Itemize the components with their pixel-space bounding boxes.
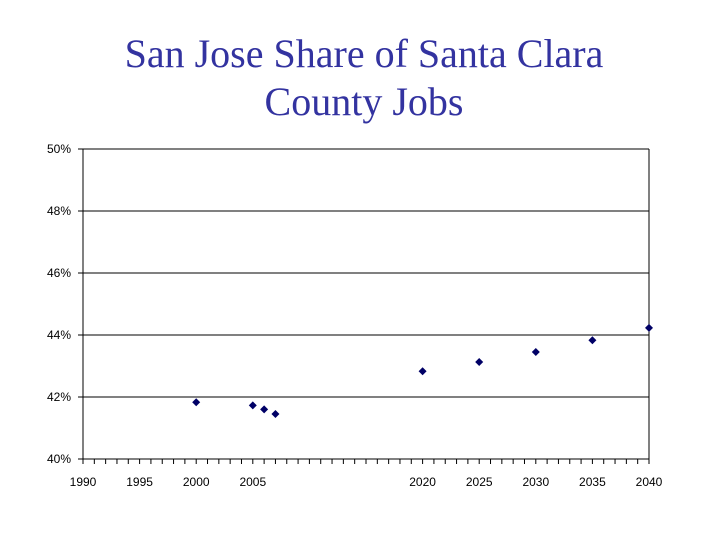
y-tick-labels: 40% 42% 44% 46% 48% 50% — [47, 142, 71, 466]
y-tick-label-2: 44% — [47, 328, 71, 342]
y-tick-label-0: 40% — [47, 452, 71, 466]
data-point-2006 — [260, 405, 269, 414]
y-tick-label-5: 50% — [47, 142, 71, 156]
gridlines — [83, 148, 649, 398]
chart-title: San Jose Share of Santa Clara County Job… — [0, 30, 728, 126]
data-point-2035 — [588, 336, 597, 345]
x-tick-label-1995: 1995 — [126, 475, 153, 489]
x-tick-labels: 1990 1995 2000 2005 2020 2025 2030 2035 2040 — [70, 475, 663, 489]
chart-title-line-1: San Jose Share of Santa Clara — [124, 31, 604, 76]
data-point-2025 — [475, 357, 484, 366]
data-point-2030 — [531, 348, 540, 357]
x-tick-label-2020: 2020 — [409, 475, 436, 489]
x-tick-label-1990: 1990 — [70, 475, 97, 489]
x-tick-label-2035: 2035 — [579, 475, 606, 489]
x-tick-label-2030: 2030 — [522, 475, 549, 489]
x-tick-label-2040: 2040 — [636, 475, 663, 489]
data-point-2040 — [645, 323, 653, 332]
chart-title-line-2: County Jobs — [264, 79, 464, 124]
y-tick-label-1: 42% — [47, 390, 71, 404]
data-point-2007 — [271, 410, 280, 419]
axes — [78, 148, 650, 464]
data-point-2000 — [192, 398, 201, 407]
y-tick-label-3: 46% — [47, 266, 71, 280]
x-tick-label-2025: 2025 — [466, 475, 493, 489]
data-point-2020 — [418, 367, 427, 376]
x-tick-label-2000: 2000 — [183, 475, 210, 489]
x-tick-label-2005: 2005 — [239, 475, 266, 489]
y-tick-label-4: 48% — [47, 204, 71, 218]
data-point-2005 — [248, 401, 257, 410]
data-points — [192, 323, 653, 419]
